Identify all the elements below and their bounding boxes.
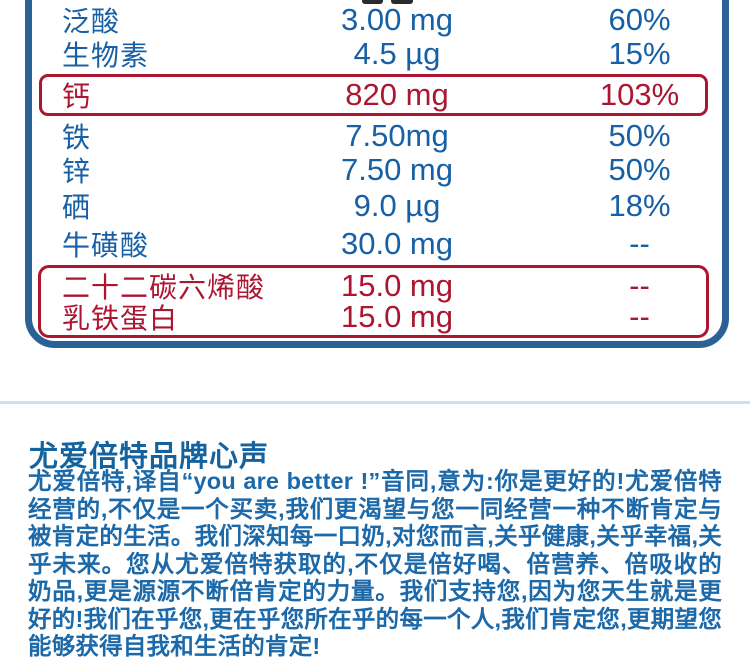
nutrient-nrv: 50%: [608, 118, 671, 153]
nutrient-name: 牛磺酸: [62, 230, 150, 261]
nutrient-amount: 4.5 µg: [353, 36, 441, 71]
brand-statement-body: 尤爱倍特,译自“you are better !”音同,意为:你是更好的!尤爱倍…: [28, 468, 722, 659]
nutrient-nrv: 15%: [608, 36, 671, 71]
table-row-highlighted: 乳铁蛋白 15.0 mg --: [32, 297, 722, 335]
nutrient-name: 生物素: [62, 40, 150, 71]
nutrient-nrv: --: [629, 268, 650, 303]
nutrient-name: 铁: [62, 122, 92, 153]
nutrient-amount: 7.50mg: [345, 118, 449, 153]
table-row: 牛磺酸 30.0 mg --: [32, 224, 722, 262]
highlight-box-dha-lactoferrin: [38, 265, 709, 338]
nutrient-nrv: --: [629, 299, 650, 334]
clipped-text-fragment: [362, 0, 383, 4]
nutrient-name: 乳铁蛋白: [62, 303, 179, 334]
table-row-highlighted: 二十二碳六烯酸 15.0 mg --: [32, 266, 722, 304]
highlight-box-calcium: [39, 74, 708, 116]
nutrient-nrv: 18%: [608, 188, 671, 223]
table-row: 生物素 4.5 µg 15%: [32, 34, 722, 72]
section-divider: [0, 401, 750, 404]
nutrient-amount: 15.0 mg: [340, 268, 453, 303]
nutrient-amount: 9.0 µg: [353, 188, 441, 223]
table-row: 泛酸 3.00 mg 60%: [32, 0, 722, 38]
nutrient-name: 钙: [62, 81, 92, 112]
nutrient-nrv: --: [629, 226, 650, 261]
nutrient-nrv: 50%: [608, 152, 671, 187]
table-rounded-border: [25, 0, 729, 348]
nutrient-name: 锌: [62, 156, 92, 187]
table-row-highlighted: 钙 820 mg 103%: [32, 75, 722, 113]
nutrient-name: 二十二碳六烯酸: [62, 272, 266, 303]
nutrient-name: 泛酸: [62, 6, 121, 37]
table-row: 铁 7.50mg 50%: [32, 116, 722, 154]
nutrient-amount: 30.0 mg: [340, 226, 453, 261]
nutrient-amount: 820 mg: [345, 77, 449, 112]
brand-statement-heading: 尤爱倍特品牌心声: [29, 441, 270, 473]
table-row: 锌 7.50 mg 50%: [32, 150, 722, 188]
nutrient-name: 硒: [62, 192, 92, 223]
table-row: 硒 9.0 µg 18%: [32, 186, 722, 224]
clipped-text-fragment: [391, 0, 413, 4]
nutrient-amount: 7.50 mg: [340, 152, 453, 187]
nutrient-nrv: 103%: [599, 77, 680, 112]
nutrient-nrv: 60%: [608, 2, 671, 37]
nutrient-amount: 3.00 mg: [340, 2, 453, 37]
nutrient-amount: 15.0 mg: [340, 299, 453, 334]
